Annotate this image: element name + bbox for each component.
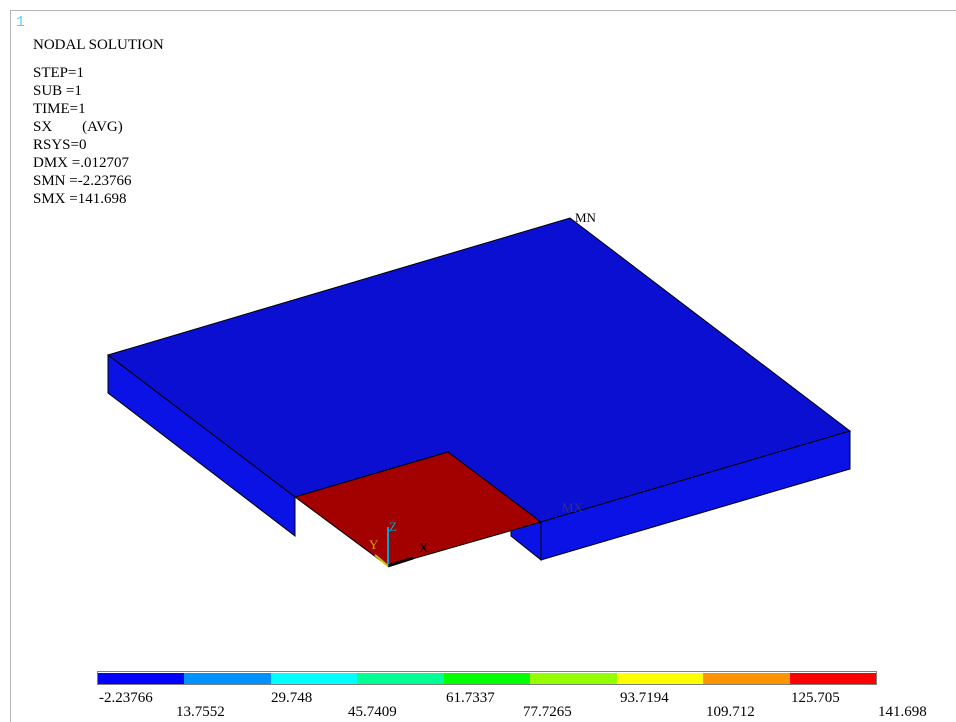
legend-color-band (443, 673, 531, 685)
info-dmx: DMX =.012707 (33, 155, 129, 171)
legend-value-top-4: 93.7194 (620, 690, 669, 706)
legend-value-bottom-2: 45.7409 (348, 704, 397, 720)
legend-value-top-3: 61.7337 (446, 690, 495, 706)
legend-value-top-1: -2.23766 (99, 690, 153, 706)
triad-z-label: Z (389, 519, 397, 534)
legend-color-band (270, 673, 358, 685)
legend-value-bottom-5: 141.698 (878, 704, 927, 720)
info-rsys: RSYS=0 (33, 137, 87, 153)
legend-value-top-2: 29.748 (271, 690, 313, 706)
coordinate-triad (374, 527, 414, 568)
max-marker: MX (562, 500, 583, 515)
legend-color-band (530, 673, 618, 685)
info-time: TIME=1 (33, 101, 86, 117)
legend-color-band (357, 673, 445, 685)
legend-value-top-5: 125.705 (791, 690, 840, 706)
info-component: SX (AVG) (33, 119, 123, 135)
legend-color-band (98, 673, 185, 685)
info-smn: SMN =-2.23766 (33, 173, 132, 189)
max-stress-region[interactable] (293, 451, 543, 567)
legend-color-band (789, 673, 877, 685)
triad-x-label: X (419, 540, 429, 555)
plate-left-side[interactable] (107, 353, 296, 538)
plate-front-side[interactable] (540, 430, 851, 561)
plot-title: NODAL SOLUTION (33, 37, 164, 53)
window-number: 1 (16, 14, 26, 31)
info-step: STEP=1 (33, 65, 84, 81)
legend-value-bottom-3: 77.7265 (523, 704, 572, 720)
info-smx: SMX =141.698 (33, 191, 127, 207)
legend-color-band (184, 673, 272, 685)
legend-value-bottom-4: 109.712 (706, 704, 755, 720)
legend-value-bottom-1: 13.7552 (176, 704, 225, 720)
info-sub: SUB =1 (33, 83, 82, 99)
legend-color-band (703, 673, 791, 685)
min-marker: MN (575, 210, 596, 225)
legend-color-band (616, 673, 704, 685)
triad-y-label: Y (369, 537, 379, 552)
